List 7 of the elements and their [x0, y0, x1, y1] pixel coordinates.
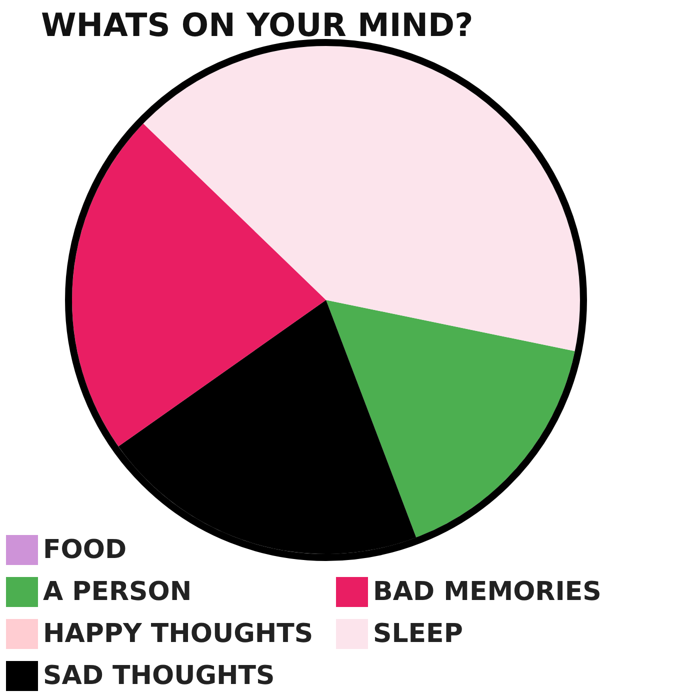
chart-title: WHATS ON YOUR MIND?	[41, 6, 474, 44]
legend-label: A PERSON	[43, 577, 192, 607]
legend-label: SAD THOUGHTS	[43, 661, 275, 691]
legend-label: BAD MEMORIES	[373, 577, 602, 607]
legend-label: FOOD	[43, 535, 127, 565]
legend-label: SLEEP	[373, 619, 463, 649]
legend-label: HAPPY THOUGHTS	[43, 619, 314, 649]
